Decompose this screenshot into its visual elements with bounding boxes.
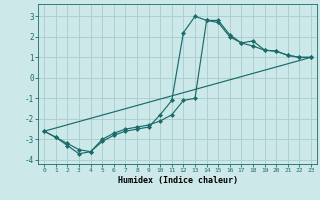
X-axis label: Humidex (Indice chaleur): Humidex (Indice chaleur) <box>118 176 238 185</box>
